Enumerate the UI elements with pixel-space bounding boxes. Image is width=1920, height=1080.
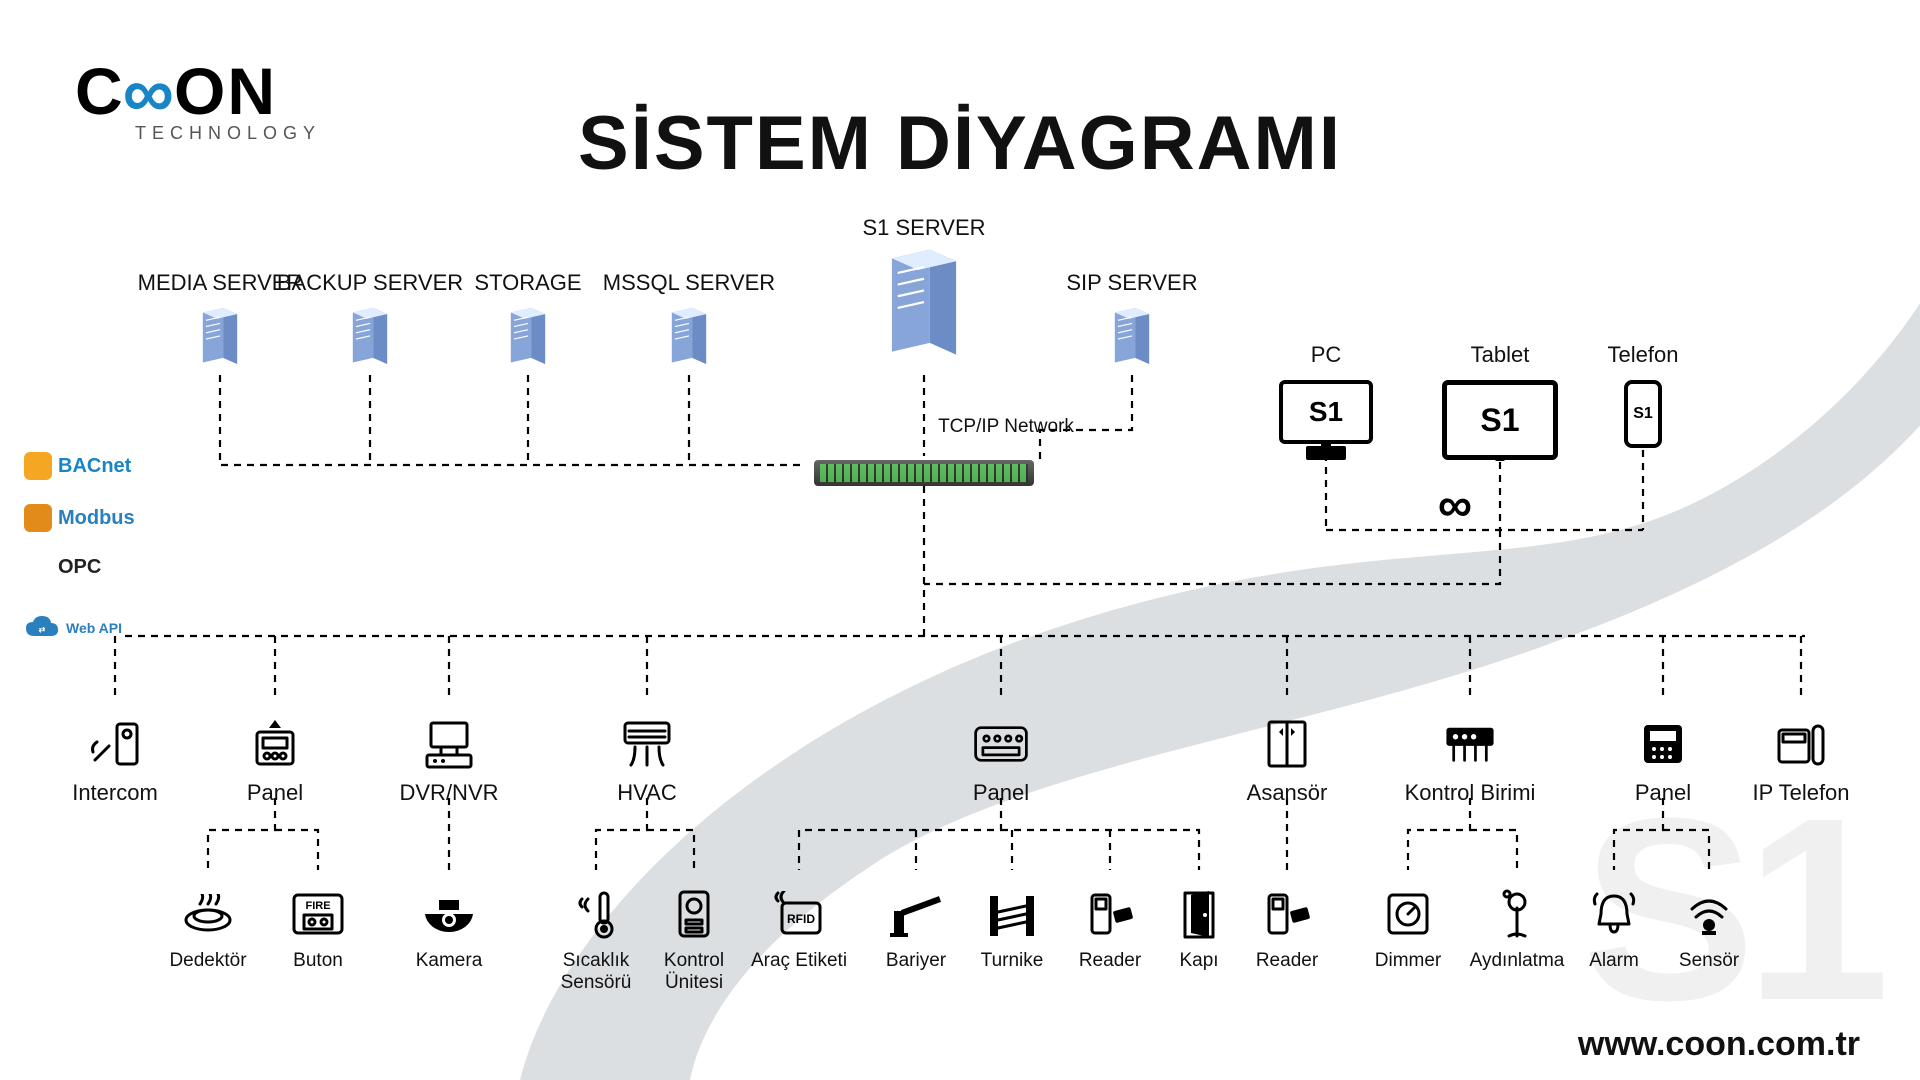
device-label-panel3: Panel (1635, 780, 1691, 806)
subdevice-icon-13 (1585, 890, 1643, 938)
server-icon-sip (1104, 300, 1160, 380)
device-icon-asansor (1258, 720, 1316, 768)
device-label-intercom: Intercom (72, 780, 158, 806)
subdevice-icon-11 (1379, 890, 1437, 938)
device-label-iptel: IP Telefon (1752, 780, 1849, 806)
subdevice-icon-10 (1258, 890, 1316, 938)
device-icon-panel1 (246, 720, 304, 768)
client-icon-tablet: S1 (1442, 380, 1558, 460)
device-icon-panel2 (972, 720, 1030, 768)
subdevice-label-7: Turnike (981, 950, 1044, 972)
protocol-badge-webapi: ⇄Web API (24, 614, 122, 642)
subdevice-icon-0 (179, 890, 237, 938)
svg-text:⇄: ⇄ (39, 625, 46, 634)
subdevice-label-12: Aydınlatma (1470, 950, 1565, 972)
device-label-panel1: Panel (247, 780, 303, 806)
subdevice-label-5: Araç Etiketi (751, 950, 847, 972)
device-label-kontrol: Kontrol Birimi (1405, 780, 1536, 806)
subdevice-label-0: Dedektör (169, 950, 246, 972)
client-icon-pc: S1 (1279, 380, 1373, 444)
subdevice-icon-12 (1488, 890, 1546, 938)
server-label-backup: BACKUP SERVER (277, 270, 463, 296)
infinity-icon: ∞ (1438, 478, 1472, 533)
client-icon-phone: S1 (1624, 380, 1662, 448)
server-label-storage: STORAGE (474, 270, 581, 296)
server-icon-media (192, 300, 248, 380)
subdevice-icon-14 (1680, 890, 1738, 938)
server-icon-backup (342, 300, 398, 380)
subdevice-icon-9 (1170, 890, 1228, 938)
subdevice-icon-8 (1081, 890, 1139, 938)
subdevice-icon-2 (420, 890, 478, 938)
protocol-badge-opc: OPC (24, 556, 101, 579)
device-icon-dvr (420, 720, 478, 768)
subdevice-icon-1: FIRE (289, 890, 347, 938)
subdevice-label-13: Alarm (1589, 950, 1639, 972)
device-label-panel2: Panel (973, 780, 1029, 806)
subdevice-label-6: Bariyer (886, 950, 946, 972)
device-icon-hvac (618, 720, 676, 768)
subdevice-label-4: KontrolÜnitesi (664, 950, 724, 994)
device-icon-intercom (86, 720, 144, 768)
subdevice-label-8: Reader (1079, 950, 1141, 972)
server-label-mssql: MSSQL SERVER (603, 270, 775, 296)
subdevice-label-2: Kamera (416, 950, 483, 972)
client-label-phone: Telefon (1608, 342, 1679, 368)
footer-url: www.coon.com.tr (1578, 1025, 1860, 1064)
device-label-asansor: Asansör (1247, 780, 1328, 806)
device-icon-iptel (1772, 720, 1830, 768)
logo: C∞ON TECHNOLOGY (75, 55, 321, 144)
device-icon-panel3 (1634, 720, 1692, 768)
subdevice-label-10: Reader (1256, 950, 1318, 972)
network-switch-icon (814, 460, 1034, 486)
subdevice-label-14: Sensör (1679, 950, 1739, 972)
server-label-sip: SIP SERVER (1066, 270, 1197, 296)
subdevice-label-3: SıcaklıkSensörü (561, 950, 632, 994)
subdevice-icon-3 (567, 890, 625, 938)
protocol-badge-bacnet: BACnet (24, 452, 131, 480)
device-icon-kontrol (1441, 720, 1499, 768)
subdevice-icon-6 (887, 890, 945, 938)
network-label: TCP/IP Network (938, 416, 1074, 438)
subdevice-icon-5: RFID (770, 890, 828, 938)
server-icon-mssql (661, 300, 717, 380)
client-label-tablet: Tablet (1471, 342, 1530, 368)
client-label-pc: PC (1311, 342, 1342, 368)
subdevice-icon-7 (983, 890, 1041, 938)
server-icon-s1 (872, 235, 977, 380)
protocol-badge-modbus: Modbus (24, 504, 135, 532)
server-icon-storage (500, 300, 556, 380)
svg-text:RFID: RFID (787, 912, 815, 926)
subdevice-icon-4 (665, 890, 723, 938)
device-label-dvr: DVR/NVR (399, 780, 498, 806)
subdevice-label-11: Dimmer (1375, 950, 1442, 972)
device-label-hvac: HVAC (617, 780, 677, 806)
diagram-title: SİSTEM DİYAGRAMI (578, 100, 1342, 187)
subdevice-label-1: Buton (293, 950, 343, 972)
subdevice-label-9: Kapı (1179, 950, 1218, 972)
svg-text:FIRE: FIRE (305, 900, 330, 912)
